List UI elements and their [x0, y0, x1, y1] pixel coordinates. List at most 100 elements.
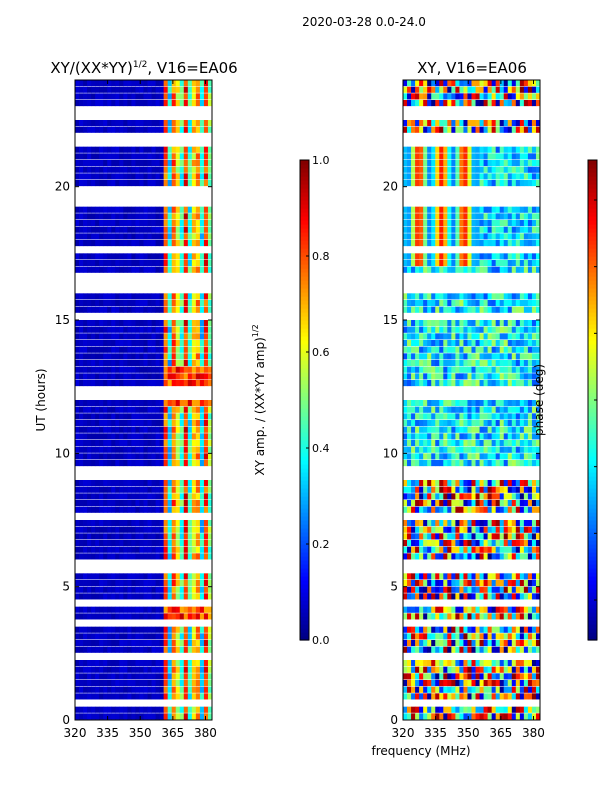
amplitude-cell — [155, 226, 161, 233]
phase-cell — [419, 260, 424, 267]
amplitude-cell — [111, 360, 116, 367]
amplitude-cell — [139, 546, 144, 553]
amplitude-cell — [183, 573, 189, 580]
amplitude-cell — [191, 640, 197, 647]
amplitude-cell — [131, 340, 136, 347]
phase-cell — [403, 633, 408, 640]
phase-cell — [427, 573, 432, 580]
phase-cell — [407, 226, 412, 233]
phase-cell — [507, 553, 513, 560]
phase-cell — [535, 626, 541, 633]
phase-cell — [411, 120, 416, 127]
phase-cell — [499, 420, 505, 427]
phase-cell — [471, 433, 476, 440]
phase-cell — [523, 633, 529, 640]
amplitude-cell — [87, 373, 92, 380]
amplitude-cell — [111, 413, 116, 420]
amplitude-cell — [171, 586, 177, 593]
amplitude-cell — [159, 93, 165, 100]
amplitude-cell — [203, 440, 209, 447]
phase-cell — [439, 626, 444, 633]
colorbar-step — [300, 408, 309, 413]
amplitude-cell — [195, 333, 201, 340]
amplitude-cell — [115, 580, 120, 587]
colorbar-step — [300, 300, 309, 305]
amplitude-cell — [83, 260, 88, 267]
phase-cell — [415, 333, 420, 340]
phase-cell — [527, 546, 533, 553]
amplitude-cell — [107, 533, 112, 540]
phase-cell — [439, 680, 444, 687]
colorbar-step — [300, 436, 309, 441]
phase-cell — [523, 153, 529, 160]
amplitude-cell — [207, 353, 213, 360]
phase-cell — [519, 333, 525, 340]
colorbar-step — [300, 464, 309, 469]
amplitude-cell — [99, 440, 104, 447]
phase-cell — [479, 613, 484, 620]
phase-cell — [499, 546, 505, 553]
phase-cell — [459, 220, 464, 227]
amplitude-cell — [123, 373, 128, 380]
amplitude-cell — [187, 520, 193, 527]
amplitude-cell — [151, 180, 156, 187]
phase-cell — [507, 646, 513, 653]
phase-cell — [419, 646, 424, 653]
phase-cell — [471, 713, 476, 720]
amplitude-cell — [147, 80, 152, 87]
colorbar-step — [300, 536, 309, 541]
phase-cell — [527, 400, 533, 407]
phase-cell — [523, 493, 529, 500]
amplitude-cell — [199, 126, 205, 133]
phase-cell — [483, 573, 489, 580]
phase-cell — [483, 266, 489, 273]
amplitude-cell — [183, 333, 189, 340]
amplitude-cell — [167, 346, 173, 353]
amplitude-cell — [183, 500, 189, 507]
phase-cell — [515, 266, 521, 273]
amplitude-cell — [203, 406, 209, 413]
phase-cell — [507, 226, 513, 233]
amplitude-cell — [191, 326, 197, 333]
phase-cell — [439, 520, 444, 527]
amplitude-cell — [199, 206, 205, 213]
amplitude-cell — [195, 500, 201, 507]
amplitude-cell — [171, 266, 177, 273]
amplitude-cell — [203, 360, 209, 367]
phase-cell — [491, 293, 497, 300]
amplitude-cell — [167, 253, 173, 260]
amplitude-cell — [95, 640, 100, 647]
amplitude-axes-frame — [74, 79, 213, 721]
phase-cell — [443, 220, 448, 227]
phase-cell — [403, 400, 408, 407]
phase-cell — [499, 240, 505, 247]
amplitude-cell — [171, 180, 177, 187]
phase-cell — [479, 553, 484, 560]
amplitude-cell — [135, 693, 140, 700]
amplitude-cell — [199, 486, 205, 493]
amplitude-cell — [143, 580, 148, 587]
amplitude-cell — [175, 553, 181, 560]
phase-cell — [439, 480, 444, 487]
amplitude-cell — [135, 326, 140, 333]
amplitude-cell — [111, 180, 116, 187]
phase-cell — [503, 233, 509, 240]
phase-cell — [435, 146, 440, 153]
colorbar-step — [300, 272, 309, 277]
amplitude-cell — [99, 680, 104, 687]
phase-cell — [463, 553, 468, 560]
amplitude-cell — [151, 260, 156, 267]
phase-cell — [535, 433, 541, 440]
x-tick-label: 350 — [129, 726, 152, 740]
amplitude-cell — [139, 220, 144, 227]
phase-cell — [507, 693, 513, 700]
phase-cell — [423, 546, 428, 553]
amplitude-cell — [199, 333, 205, 340]
phase-cell — [495, 520, 501, 527]
amplitude-cell — [151, 593, 156, 600]
phase-cell — [463, 213, 468, 220]
phase-cell — [435, 493, 440, 500]
phase-cell — [415, 446, 420, 453]
amplitude-cell — [83, 586, 88, 593]
phase-cell — [487, 526, 493, 533]
